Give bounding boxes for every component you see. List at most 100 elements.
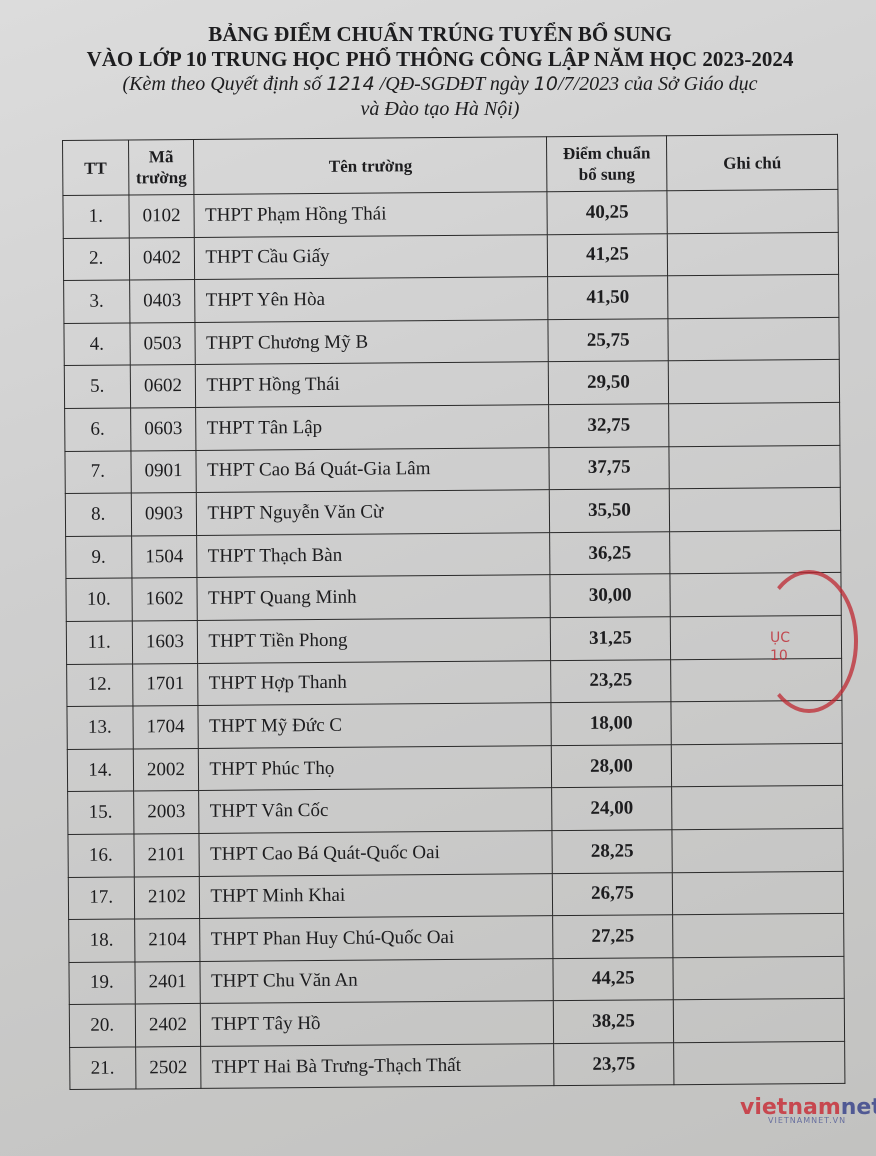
note-cell — [673, 1041, 845, 1086]
cutoff-score: 44,25 — [553, 957, 674, 1001]
score-table: TT Mã trường Tên trường Điểm chuẩn bổ su… — [62, 134, 845, 1091]
title-line-1: BẢNG ĐIỂM CHUẨN TRÚNG TUYỂN BỔ SUNG — [208, 22, 672, 46]
cutoff-score: 23,75 — [553, 1042, 675, 1087]
cutoff-score: 29,50 — [548, 361, 669, 405]
note-cell — [668, 402, 840, 447]
school-name: THPT Tây Hồ — [200, 1000, 554, 1047]
school-name: THPT Yên Hòa — [195, 276, 549, 323]
cutoff-score: 28,25 — [552, 829, 673, 874]
school-code: 0602 — [129, 364, 197, 408]
cutoff-score: 23,25 — [550, 659, 671, 703]
school-code: 2104 — [134, 918, 201, 962]
vietnamnet-watermark: vietnamnetVIETNAMNET.VN — [740, 1095, 876, 1125]
cutoff-score: 41,25 — [547, 233, 668, 277]
table-row: 5. 0602 THPT Hồng Thái 29,50 — [64, 359, 840, 409]
table-row: 21. 2502 THPT Hai Bà Trưng-Thạch Thất 23,75 — [69, 1041, 845, 1090]
cutoff-score: 25,75 — [548, 318, 669, 363]
decision-number: 1214 — [326, 73, 375, 95]
subtitle-post: /7/2023 của Sở Giáo dục — [557, 73, 758, 95]
row-number: 15. — [67, 791, 134, 835]
school-code: 0903 — [130, 492, 198, 536]
table-row: 8. 0903 THPT Nguyễn Văn Cừ 35,50 — [65, 487, 841, 537]
note-cell — [672, 913, 844, 958]
school-code: 2102 — [133, 875, 201, 920]
row-number: 19. — [68, 961, 135, 1005]
cutoff-score: 32,75 — [548, 403, 669, 448]
school-name: THPT Quang Minh — [197, 575, 551, 621]
row-number: 6. — [64, 407, 131, 452]
row-number: 21. — [69, 1046, 136, 1090]
note-cell — [672, 870, 844, 915]
row-number: 11. — [66, 620, 133, 665]
table-row: 11. 1603 THPT Tiền Phong 31,25 — [66, 615, 842, 665]
note-cell — [668, 359, 840, 404]
subtitle-line-2: và Đào tạo Hà Nội) — [360, 98, 520, 120]
cutoff-score: 38,25 — [553, 1000, 674, 1044]
school-name: THPT Minh Khai — [199, 873, 553, 919]
school-name: THPT Phúc Thọ — [198, 745, 552, 791]
table-row: 12. 1701 THPT Hợp Thanh 23,25 — [66, 657, 842, 707]
school-code: 0503 — [129, 322, 196, 366]
subtitle-pre: (Kèm theo Quyết định số — [122, 73, 327, 95]
header-ten-truong: Tên trường — [193, 136, 547, 195]
table-row: 19. 2401 THPT Chu Văn An 44,25 — [68, 956, 845, 1005]
school-name: THPT Thạch Bàn — [197, 532, 551, 578]
school-name: THPT Hai Bà Trưng-Thạch Thất — [201, 1043, 555, 1089]
row-number: 8. — [65, 493, 132, 537]
cutoff-score: 26,75 — [552, 872, 673, 916]
note-cell — [669, 487, 841, 532]
school-name: THPT Mỹ Đức C — [198, 702, 552, 749]
subtitle-line-1: (Kèm theo Quyết định số 1214 /QĐ-SGDĐT n… — [60, 72, 820, 97]
table-row: 2. 0402 THPT Cầu Giấy 41,25 — [63, 232, 839, 281]
table-header-row: TT Mã trường Tên trường Điểm chuẩn bổ su… — [62, 134, 838, 196]
table-row: 17. 2102 THPT Minh Khai 26,75 — [68, 870, 844, 920]
note-cell — [671, 743, 843, 788]
header-ma-truong: Mã trường — [128, 139, 195, 195]
cutoff-score: 28,00 — [551, 744, 672, 788]
table-row: 7. 0901 THPT Cao Bá Quát-Gia Lâm 37,75 — [64, 444, 841, 494]
school-code: 0403 — [129, 279, 196, 323]
cutoff-score: 31,25 — [550, 616, 671, 661]
table-row: 16. 2101 THPT Cao Bá Quát-Quốc Oai 28,25 — [67, 828, 844, 877]
school-name: THPT Vân Cốc — [199, 787, 553, 834]
table-row: 15. 2003 THPT Vân Cốc 24,00 — [67, 785, 843, 835]
school-code: 1504 — [131, 535, 198, 579]
school-name: THPT Hợp Thanh — [198, 660, 552, 706]
table-row: 20. 2402 THPT Tây Hồ 38,25 — [69, 998, 845, 1048]
row-number: 13. — [66, 706, 133, 750]
row-number: 1. — [62, 194, 129, 239]
title-line-2: VÀO LỚP 10 TRUNG HỌC PHỔ THÔNG CÔNG LẬP … — [86, 47, 794, 71]
school-code: 1701 — [132, 662, 199, 707]
school-name: THPT Nguyễn Văn Cừ — [196, 489, 550, 536]
school-name: THPT Tiền Phong — [197, 617, 551, 663]
table-row: 14. 2002 THPT Phúc Thọ 28,00 — [67, 743, 843, 792]
table-row: 6. 0603 THPT Tân Lập 32,75 — [64, 402, 840, 452]
school-code: 2003 — [133, 790, 200, 834]
school-code: 0901 — [130, 450, 197, 494]
school-code: 1704 — [132, 705, 199, 749]
table-row: 1. 0102 THPT Phạm Hồng Thái 40,25 — [62, 189, 839, 239]
header-diem-chuan: Điểm chuẩn bổ sung — [546, 135, 667, 192]
school-code: 0102 — [128, 194, 195, 238]
school-code: 2101 — [133, 833, 200, 877]
note-cell — [667, 232, 839, 276]
row-number: 10. — [65, 578, 132, 622]
cutoff-score: 27,25 — [552, 914, 674, 959]
subtitle-mid: /QĐ-SGDĐT ngày — [374, 73, 534, 95]
note-cell — [667, 274, 839, 319]
cutoff-score: 30,00 — [550, 574, 671, 618]
row-number: 3. — [63, 280, 130, 324]
note-cell — [669, 530, 841, 575]
header-tt: TT — [62, 139, 129, 196]
cutoff-score: 18,00 — [551, 701, 672, 746]
school-name: THPT Tân Lập — [196, 404, 550, 451]
row-number: 7. — [64, 450, 131, 494]
row-number: 5. — [64, 365, 131, 409]
table-row: 9. 1504 THPT Thạch Bàn 36,25 — [65, 530, 841, 579]
document-header: BẢNG ĐIỂM CHUẨN TRÚNG TUYỂN BỔ SUNG VÀO … — [60, 22, 820, 122]
school-name: THPT Cao Bá Quát-Quốc Oai — [199, 830, 553, 876]
cutoff-score: 36,25 — [549, 531, 670, 576]
school-code: 2402 — [134, 1003, 202, 1047]
note-cell — [671, 785, 843, 830]
row-number: 20. — [69, 1004, 136, 1048]
